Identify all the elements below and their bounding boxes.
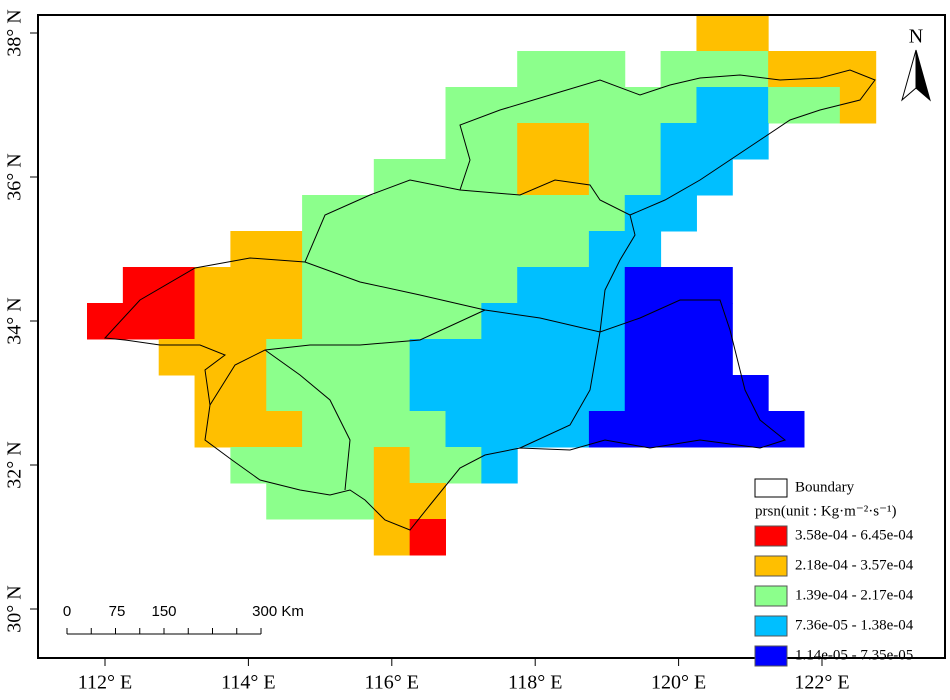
legend-swatch <box>754 525 788 547</box>
grid-cell <box>266 375 411 412</box>
boundary-line <box>209 309 601 491</box>
north-arrow-left <box>901 49 917 102</box>
grid-cell <box>696 87 769 124</box>
legend-label: 2.18e-04 - 3.57e-04 <box>795 557 914 573</box>
legend-swatch <box>754 555 788 577</box>
grid-cell <box>588 123 662 160</box>
grid-cell <box>194 411 303 448</box>
legend-title: prsn(unit : Kg·m⁻²·s⁻¹) <box>755 503 896 519</box>
y-tick-label: 32° N <box>4 441 26 488</box>
grid-cell <box>624 267 733 304</box>
grid-cell <box>588 411 805 448</box>
boundaries <box>103 69 876 531</box>
map-frame <box>37 14 946 659</box>
x-tick-label: 114° E <box>221 672 275 694</box>
x-tick-label: 122° E <box>794 672 849 694</box>
grid-cell <box>87 303 196 340</box>
grid-cell <box>409 447 482 484</box>
scale-label: 150 <box>151 603 176 620</box>
scale-label: 0 <box>63 603 71 620</box>
grid-cell <box>696 15 769 52</box>
x-tick-label: 112° E <box>78 672 132 694</box>
x-tick-label: 116° E <box>365 672 419 694</box>
grid-cell <box>517 123 590 160</box>
grid-cell <box>517 51 626 88</box>
grid-cell <box>302 231 590 268</box>
grid-cell <box>660 51 769 88</box>
grid-cell <box>409 375 626 412</box>
grid-cell <box>266 483 375 520</box>
boundary-line <box>103 257 787 531</box>
grid-cell <box>445 123 518 160</box>
grid-cell <box>302 195 626 232</box>
grid-cell <box>624 195 697 232</box>
y-tick-label: 38° N <box>4 9 26 56</box>
scale-bar: 0 75 150 300 Km <box>63 603 304 635</box>
grid-cells <box>87 15 877 556</box>
y-tick-label: 30° N <box>4 585 26 632</box>
legend-swatch <box>754 585 788 607</box>
scale-label: 300 Km <box>252 603 304 620</box>
grid-cell <box>481 447 518 484</box>
grid-cell <box>373 483 446 520</box>
grid-cell <box>660 123 769 160</box>
grid-cell <box>624 303 733 340</box>
grid-cell <box>839 87 877 124</box>
north-arrow-right <box>915 49 931 102</box>
boundary-line <box>304 179 636 333</box>
legend: Boundary prsn(unit : Kg·m⁻²·s⁻¹) 3.58e-0… <box>754 478 914 667</box>
y-tick-label: 34° N <box>4 297 26 344</box>
grid-cell <box>230 231 303 268</box>
legend-label: 3.58e-04 - 6.45e-04 <box>795 527 914 543</box>
grid-cell <box>194 303 303 340</box>
grid-cell <box>517 267 626 304</box>
legend-swatch <box>754 615 788 637</box>
y-tick-label: 36° N <box>4 153 26 200</box>
grid-cell <box>373 159 518 196</box>
grid-cell <box>194 267 303 304</box>
x-tick-label: 118° E <box>508 672 562 694</box>
boundary-line <box>459 69 876 216</box>
scale-label: 75 <box>109 603 126 620</box>
grid-cell <box>409 339 626 376</box>
grid-cell <box>588 159 662 196</box>
grid-cell <box>445 87 697 124</box>
grid-cell <box>445 411 590 448</box>
grid-cell <box>302 303 482 340</box>
grid-cell <box>373 519 411 556</box>
legend-label: 1.14e-05 - 7.35e-05 <box>795 647 913 663</box>
legend-boundary-swatch <box>754 478 788 498</box>
grid-cell <box>409 519 446 556</box>
legend-swatch <box>754 645 788 667</box>
grid-cell <box>302 267 518 304</box>
axes: 112° E 114° E 116° E 118° E 120° E 122° E 38° … <box>4 9 850 693</box>
grid-cell <box>373 447 411 484</box>
grid-cell <box>230 447 375 484</box>
x-tick-label: 120° E <box>651 672 706 694</box>
north-arrow: N <box>901 26 931 102</box>
grid-cell <box>624 339 733 376</box>
grid-cell <box>768 51 877 88</box>
grid-cell <box>624 375 769 412</box>
legend-boundary-label: Boundary <box>795 479 855 495</box>
grid-cell <box>194 375 267 412</box>
grid-cell <box>588 231 662 268</box>
grid-cell <box>122 267 196 304</box>
grid-cell <box>266 339 411 376</box>
north-label: N <box>909 26 923 48</box>
grid-cell <box>768 87 841 124</box>
grid-cell <box>517 159 590 196</box>
legend-label: 7.36e-05 - 1.38e-04 <box>795 617 914 633</box>
grid-cell <box>660 159 733 196</box>
grid-cell <box>302 411 446 448</box>
legend-label: 1.39e-04 - 2.17e-04 <box>795 587 914 603</box>
